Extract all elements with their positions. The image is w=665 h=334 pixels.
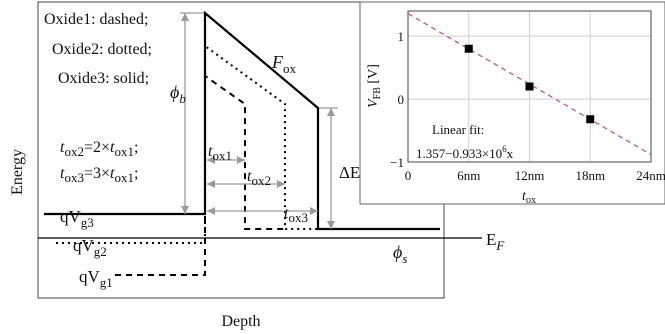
inset-x-axis-label: tox [522,189,536,206]
inset-y-tick-0: 1 [398,29,405,44]
tox1-arrow-left [207,156,215,164]
inset-data-point-1 [525,82,534,91]
inset-y-axis-label: VFB [V] [366,64,383,108]
tox2-equation: tox2=2×tox1; [60,139,138,159]
inset-data-point-2 [586,115,595,124]
legend-oxide3: Oxide3: solid; [58,70,149,87]
f-ox-label: Fox [271,52,297,76]
delta-ec-arrow-bottom [327,221,335,229]
tox2-arrow-left [207,180,215,188]
inset-y-tick-2: −1 [390,155,404,170]
legend-oxide1: Oxide1: dashed; [44,11,148,28]
inset-x-tick-2: 12nm [515,168,545,183]
tox2-arrow-right [277,180,285,188]
inset-data-point-0 [464,44,473,53]
phi-b-arrow-top [181,13,189,21]
delta-ec-arrow-top [327,108,335,116]
fermi-label: EF [486,230,505,253]
inset-y-ticks: 1 0 −1 [390,29,404,170]
inset-plot-area [407,10,652,163]
tox3-equation: tox3=3×tox1; [60,165,138,185]
tox3-label: tox3 [284,205,308,225]
inset-x-tick-1: 6nm [457,168,480,183]
qvg3-label: qVg3 [60,207,94,230]
tox3-arrow-left [207,207,215,215]
inset-x-ticks: 0 6nm 12nm 18nm 24nm [405,168,665,183]
inset-y-tick-1: 0 [398,92,405,107]
phi-b-label: ϕb [170,82,186,106]
energy-axis-label: Energy [9,149,26,195]
tox3-arrow-right [310,207,318,215]
tox1-arrow-right [237,156,245,164]
tox2-label: tox2 [247,168,271,188]
phi-b-arrow-bottom [181,206,189,214]
tox1-label: tox1 [208,143,232,163]
fit-title: Linear fit: [432,122,484,137]
linear-fit-line [407,13,652,156]
inset-data-points [464,44,595,124]
depth-axis-label: Depth [221,313,260,330]
qvg1-label: qVg1 [79,267,113,290]
legend-oxide2: Oxide2: dotted; [52,41,152,58]
fit-expression: 1.357−0.933×106x [416,144,514,161]
inset-x-tick-0: 0 [405,168,412,183]
inset-chart: 0 6nm 12nm 18nm 24nm 10−1 Linear fit: 1.357−… [359,1,665,206]
qvg2-label: qVg2 [73,236,107,259]
inset-x-tick-3: 18nm [575,168,605,183]
oxide1-dashed-band [115,74,285,276]
inset-x-tick-4: 24nm [636,168,665,183]
oxide3-solid-band [44,10,440,231]
phi-s-label: ϕs [393,242,407,266]
